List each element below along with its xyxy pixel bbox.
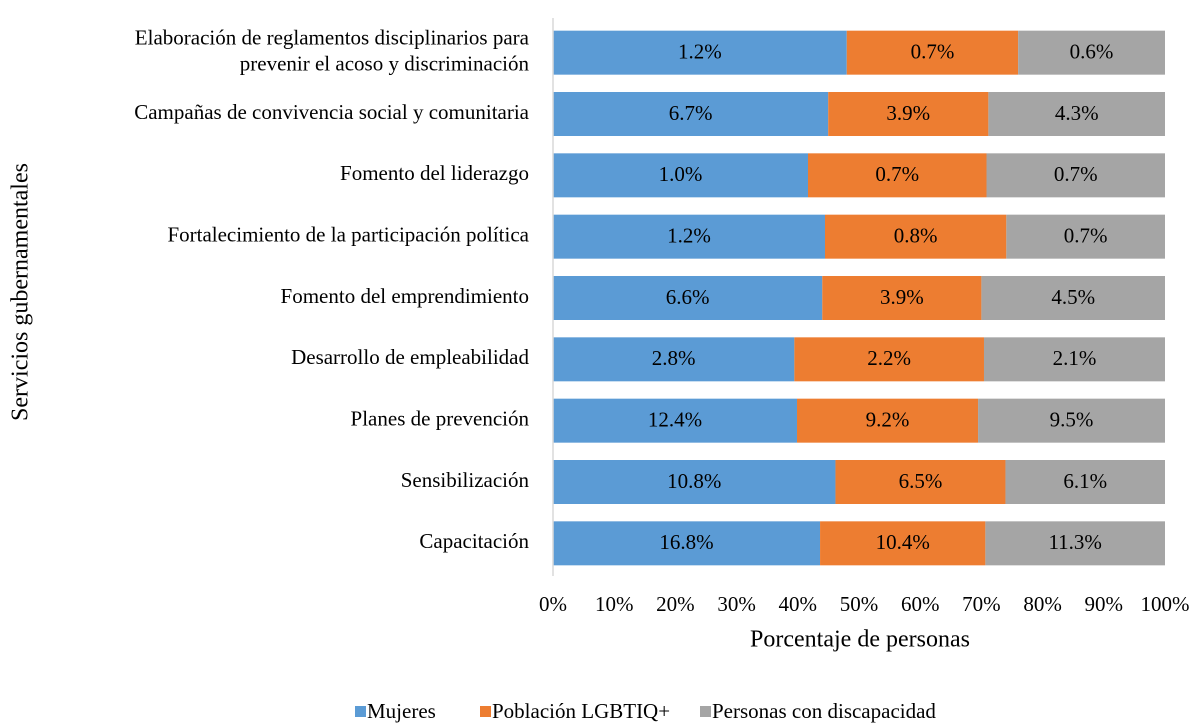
y-tick-label: Fomento del liderazgo <box>340 161 529 185</box>
legend-label: Personas con discapacidad <box>712 699 936 723</box>
bar-segment <box>553 30 847 75</box>
data-label: 16.8% <box>659 530 713 554</box>
data-label: 9.2% <box>866 407 910 431</box>
data-label: 4.3% <box>1055 101 1099 125</box>
y-tick-label: Desarrollo de empleabilidad <box>291 345 529 369</box>
y-tick-label: Fortalecimiento de la participación polí… <box>167 222 529 246</box>
bar-segment <box>553 153 808 198</box>
bar-segment <box>835 460 1006 504</box>
data-label: 0.7% <box>1064 223 1108 247</box>
bar-segment <box>794 337 984 382</box>
data-label: 3.9% <box>886 101 930 125</box>
data-label: 3.9% <box>880 285 924 309</box>
x-tick-label: 30% <box>717 592 756 616</box>
bar-segment <box>988 92 1165 136</box>
bar-segment <box>797 398 979 443</box>
x-tick-label: 50% <box>840 592 879 616</box>
bar-segment <box>1018 30 1165 75</box>
bar-segment <box>553 337 795 382</box>
x-tick-label: 60% <box>901 592 940 616</box>
bar-segment <box>986 153 1165 198</box>
y-tick-label: Fomento del emprendimiento <box>281 284 529 308</box>
data-label: 1.0% <box>659 162 703 186</box>
y-axis-title: Servicios gubernamentales <box>8 163 34 421</box>
bar-segment <box>553 92 829 136</box>
y-tick-label: Sensibilización <box>401 468 530 492</box>
bar-segment <box>822 276 982 320</box>
data-label: 6.7% <box>669 101 713 125</box>
data-label: 1.2% <box>678 39 722 63</box>
x-tick-label: 0% <box>539 592 567 616</box>
legend-label: Mujeres <box>367 699 436 723</box>
data-label: 0.7% <box>911 39 955 63</box>
data-label: 2.8% <box>652 346 696 370</box>
bar-segment <box>1006 214 1165 259</box>
bar-segment <box>1005 460 1165 504</box>
y-tick-label: Campañas de convivencia social y comunit… <box>134 100 529 124</box>
legend-swatch <box>480 706 491 717</box>
legend-label: Población LGBTIQ+ <box>492 699 670 723</box>
bar-segment <box>553 521 821 566</box>
data-label: 4.5% <box>1051 285 1095 309</box>
y-tick-label: Capacitación <box>419 529 529 553</box>
x-tick-label: 80% <box>1023 592 1062 616</box>
bar-segment <box>553 214 825 259</box>
bar-segment <box>846 30 1019 75</box>
legend-swatch <box>355 706 366 717</box>
x-tick-label: 40% <box>779 592 818 616</box>
bar-segment <box>553 460 836 504</box>
bar-segment <box>978 398 1165 443</box>
x-tick-label: 10% <box>595 592 634 616</box>
data-label: 0.7% <box>1054 162 1098 186</box>
y-tick-label: Elaboración de reglamentos disciplinario… <box>135 25 530 49</box>
x-tick-label: 70% <box>962 592 1001 616</box>
data-label: 0.8% <box>894 223 938 247</box>
bar-segment <box>828 92 989 136</box>
data-label: 10.8% <box>667 469 721 493</box>
legend-swatch <box>700 706 711 717</box>
bar-segment <box>981 276 1165 320</box>
data-label: 11.3% <box>1048 530 1101 554</box>
data-label: 12.4% <box>648 407 702 431</box>
data-label: 10.4% <box>876 530 930 554</box>
y-tick-label: Planes de prevención <box>351 406 530 430</box>
x-axis-title: Porcentaje de personas <box>750 627 970 653</box>
bar-segment <box>553 398 798 443</box>
y-tick-label: prevenir el acoso y discriminación <box>240 51 530 75</box>
data-label: 6.5% <box>899 469 943 493</box>
bar-segment <box>553 276 823 320</box>
data-label: 0.7% <box>875 162 919 186</box>
bar-segment <box>985 521 1165 566</box>
x-tick-label: 100% <box>1141 592 1190 616</box>
bar-segment <box>825 214 1007 259</box>
bar-segment <box>808 153 987 198</box>
data-label: 2.1% <box>1053 346 1097 370</box>
data-label: 1.2% <box>667 223 711 247</box>
data-label: 2.2% <box>867 346 911 370</box>
data-label: 0.6% <box>1070 39 1114 63</box>
data-label: 6.1% <box>1063 469 1107 493</box>
data-label: 6.6% <box>666 285 710 309</box>
bar-segment <box>983 337 1165 382</box>
x-tick-label: 90% <box>1085 592 1124 616</box>
x-tick-label: 20% <box>656 592 695 616</box>
bar-segment <box>820 521 986 566</box>
data-label: 9.5% <box>1050 407 1094 431</box>
